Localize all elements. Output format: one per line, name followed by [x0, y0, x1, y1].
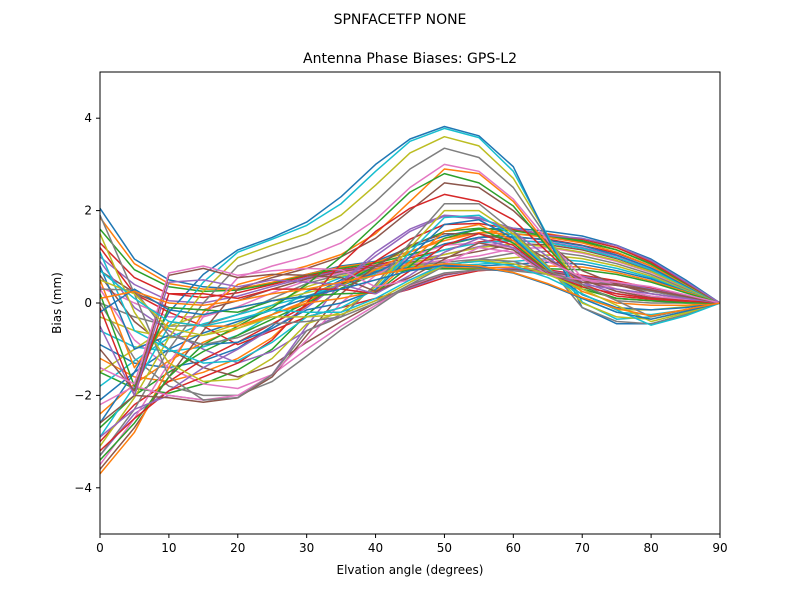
series-line-30: [99, 127, 721, 438]
x-tick-label: 90: [712, 541, 727, 555]
series-line-25: [99, 215, 721, 456]
x-axis-label: Elvation angle (degrees): [337, 563, 484, 577]
x-tick-label: 0: [96, 541, 104, 555]
y-tick-label: 0: [84, 296, 92, 310]
y-tick-label: 2: [84, 204, 92, 218]
figure-suptitle: SPNFACETFP NONE: [334, 12, 467, 28]
x-tick-label: 60: [506, 541, 521, 555]
x-tick-label: 20: [230, 541, 245, 555]
series-line-31: [99, 125, 721, 424]
x-tick-label: 10: [161, 541, 176, 555]
series-line-34: [99, 193, 721, 452]
y-tick-label: 4: [84, 111, 92, 125]
series-line-43: [99, 228, 720, 387]
series-line-24: [99, 222, 721, 443]
series-line-48: [99, 258, 721, 346]
x-tick-label: 50: [437, 541, 452, 555]
series-line-10: [99, 257, 721, 353]
series-line-50: [99, 260, 721, 327]
y-tick-label: −4: [74, 481, 92, 495]
series-line-26: [99, 182, 721, 470]
y-axis: −4 −2 0 2 4: [74, 111, 100, 495]
plot-area: [99, 125, 721, 475]
x-tick-label: 40: [368, 541, 383, 555]
chart-title: Antenna Phase Biases: GPS-L2: [303, 51, 517, 67]
series-line-38: [99, 202, 721, 401]
x-tick-label: 70: [575, 541, 590, 555]
series-line-52: [99, 262, 721, 317]
series-line-46: [99, 242, 721, 392]
series-line-39: [99, 209, 721, 383]
series-line-51: [99, 264, 721, 320]
series-line-45: [99, 237, 721, 397]
y-tick-label: −2: [74, 388, 92, 402]
x-tick-label: 30: [299, 541, 314, 555]
x-axis: 0 10 20 30 40 50 60 70 80 90: [96, 534, 728, 555]
series-line-36: [99, 232, 721, 424]
series-line-49: [99, 259, 721, 337]
x-tick-label: 80: [643, 541, 658, 555]
y-axis-label: Bias (mm): [50, 272, 64, 334]
